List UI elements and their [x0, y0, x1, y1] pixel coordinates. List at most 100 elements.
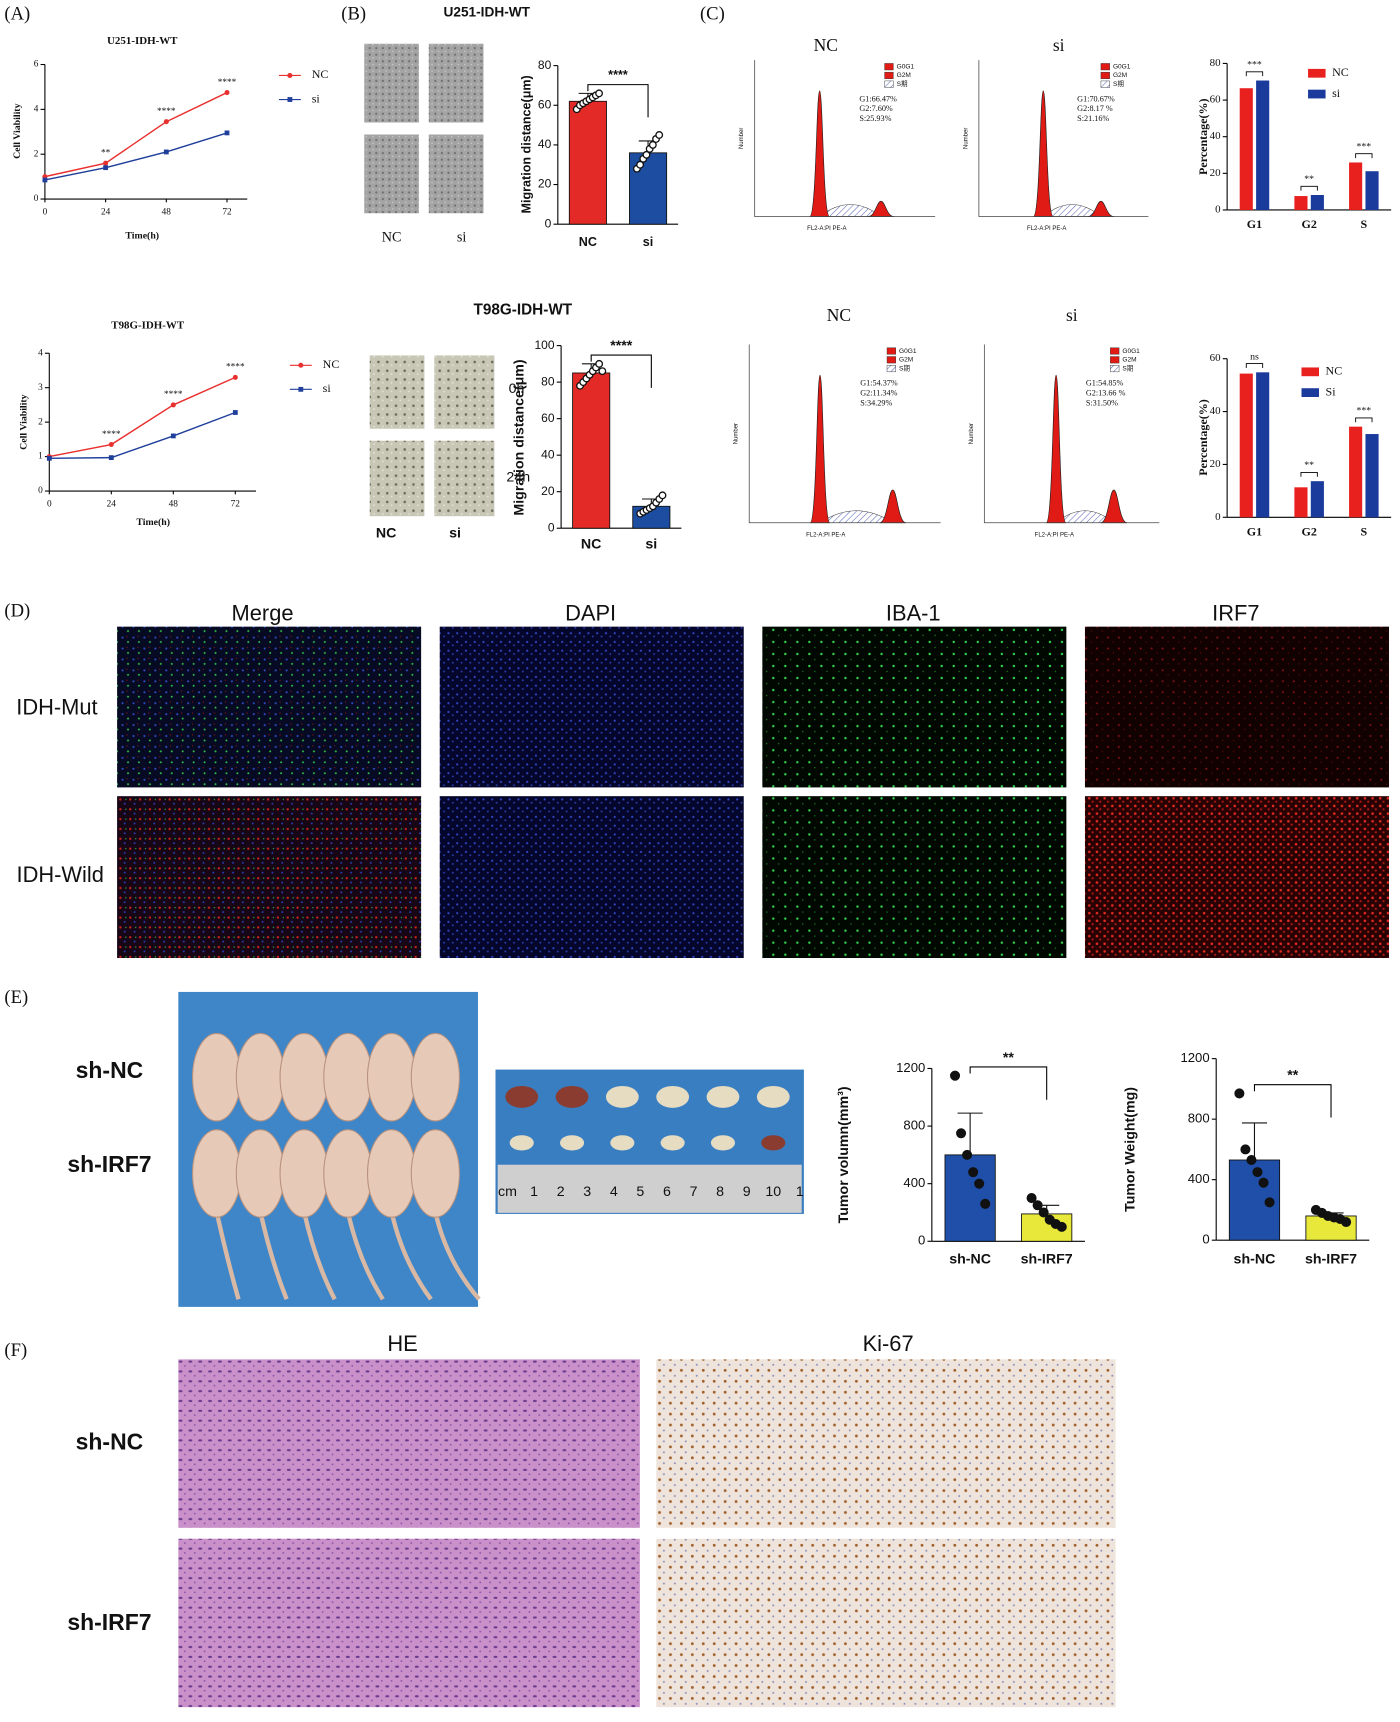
- bar: [1256, 80, 1270, 210]
- y-tick-label: 60: [1210, 94, 1221, 106]
- flow-stat: G2:11.34%: [860, 389, 897, 398]
- significance: ****: [226, 363, 245, 373]
- tumor: [761, 1135, 786, 1151]
- flow-legend-label: G2M: [1113, 72, 1127, 79]
- significance: **: [1287, 1068, 1299, 1084]
- flow-g2-peak: [1087, 200, 1115, 217]
- y-tick-label: 0: [34, 194, 39, 204]
- ruler-number: 4: [610, 1184, 618, 1200]
- significance-bracket: [1300, 185, 1318, 191]
- tumor: [605, 1085, 639, 1108]
- flow-x-label: FL2-A:PI PE-A: [1027, 226, 1066, 232]
- significance: **: [1003, 1050, 1015, 1066]
- chart-title: U251-IDH-WT: [443, 5, 530, 20]
- chart-title: T98G-IDH-WT: [111, 319, 185, 331]
- y-axis-label: Migration distance(μm): [520, 75, 534, 213]
- mouse-tail: [389, 1211, 433, 1301]
- fluorescence-image: [117, 796, 422, 959]
- significance-bracket: [1355, 153, 1373, 159]
- y-tick-label: 400: [1188, 1171, 1210, 1186]
- ruler-number: 10: [765, 1184, 781, 1200]
- significance-bracket: [1300, 471, 1318, 477]
- significance-bracket: [590, 354, 652, 388]
- significance: ***: [1247, 59, 1262, 70]
- flow-axes: [748, 344, 941, 524]
- legend-label: NC: [1326, 364, 1343, 378]
- significance: ****: [610, 338, 633, 354]
- legend-swatch: [1301, 367, 1319, 377]
- point: [980, 1198, 991, 1209]
- x-tick-label: 48: [162, 207, 172, 217]
- flow-stat: G1:54.37%: [860, 379, 898, 388]
- point: [636, 160, 645, 169]
- mouse: [366, 1032, 417, 1122]
- image-label: NC: [382, 230, 402, 246]
- y-axis-label: Cell Viability: [12, 103, 23, 159]
- x-tick-label: sh-NC: [1234, 1252, 1276, 1268]
- histology-image: [656, 1359, 1116, 1528]
- row-label: IDH-Mut: [16, 694, 97, 719]
- legend-label: si: [323, 381, 332, 395]
- bar: [1239, 373, 1253, 518]
- bar: [1294, 487, 1308, 518]
- ruler: [497, 1164, 802, 1213]
- migration-image: [434, 355, 495, 429]
- y-tick-label: 0: [1215, 511, 1221, 523]
- legend-marker: [298, 386, 304, 392]
- point: [1026, 1193, 1037, 1204]
- flow-legend-swatch: [1110, 365, 1120, 373]
- y-tick-label: 800: [903, 1118, 925, 1133]
- flow-legend-label: G0G1: [1113, 63, 1131, 70]
- point: [103, 160, 109, 166]
- flow-legend-label: S期: [1113, 80, 1124, 88]
- significance: **: [101, 148, 111, 158]
- mouse-tail: [345, 1211, 385, 1301]
- legend-swatch: [1308, 89, 1326, 99]
- y-tick-label: 100: [534, 338, 554, 352]
- ruler-number: 9: [743, 1184, 751, 1200]
- bar: [1294, 196, 1308, 210]
- flow-legend-swatch: [886, 365, 896, 373]
- point: [655, 131, 664, 139]
- bar: [1349, 426, 1363, 518]
- y-tick-label: 20: [1210, 458, 1221, 470]
- tumor: [656, 1085, 690, 1108]
- point: [968, 1167, 979, 1178]
- x-axis-label: Time(h): [136, 517, 170, 528]
- significance-bracket: [969, 1066, 1048, 1100]
- image-label: si: [449, 525, 461, 541]
- point: [648, 140, 657, 149]
- ruler-number: 5: [636, 1184, 644, 1200]
- mouse: [323, 1129, 373, 1218]
- x-tick-label: S: [1360, 524, 1367, 538]
- y-tick-label: 1200: [896, 1060, 925, 1075]
- column-header: Merge: [232, 600, 294, 625]
- mouse-tail: [301, 1211, 337, 1301]
- panel-label: (D): [4, 601, 30, 622]
- flow-legend-label: S期: [899, 364, 910, 372]
- ruler-number: 1: [530, 1184, 538, 1200]
- flow-title: si: [1066, 305, 1078, 325]
- point: [1258, 1177, 1269, 1188]
- point: [170, 433, 176, 439]
- mouse-tail: [433, 1211, 481, 1301]
- x-tick-label: 72: [231, 499, 241, 509]
- legend-label: NC: [323, 357, 340, 371]
- fluorescence-image: [117, 626, 422, 788]
- point: [108, 455, 114, 461]
- ruler-number: 6: [663, 1184, 671, 1200]
- flow-stat: G1:70.67%: [1077, 94, 1115, 103]
- flow-legend-swatch: [886, 347, 896, 355]
- legend-label: NC: [1332, 65, 1349, 79]
- flow-g1-peak: [809, 374, 831, 524]
- x-tick-label: G2: [1301, 524, 1316, 538]
- x-tick-label: sh-NC: [949, 1252, 991, 1268]
- y-axis-label: Tumor volumn(mm³): [836, 1086, 852, 1223]
- legend-label: si: [1332, 86, 1341, 100]
- y-tick-label: 1: [38, 452, 43, 462]
- flow-legend-label: S期: [1122, 364, 1133, 372]
- column-header: IBA-1: [886, 600, 941, 625]
- flow-y-label: Number: [734, 423, 740, 444]
- migration-image: [369, 440, 425, 517]
